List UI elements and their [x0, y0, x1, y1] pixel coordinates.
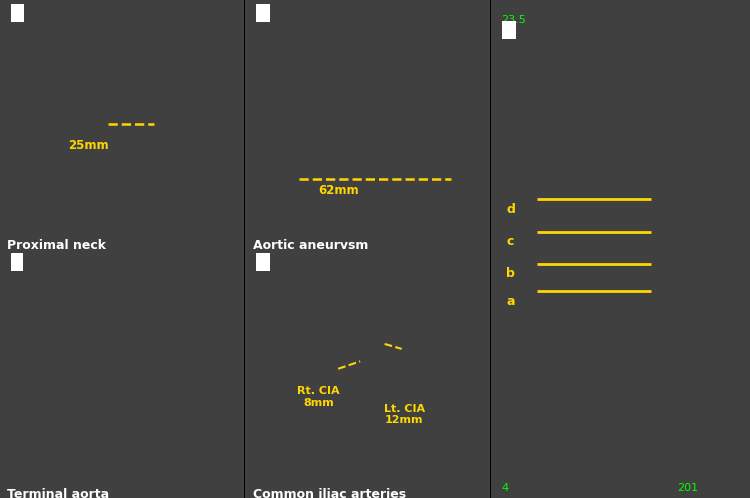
Text: a: a [12, 5, 22, 20]
Text: Lt. CIA
12mm: Lt. CIA 12mm [383, 403, 424, 425]
Text: 25mm: 25mm [68, 139, 109, 152]
Text: e: e [504, 23, 514, 38]
Text: d: d [506, 203, 515, 216]
Text: c: c [506, 235, 514, 248]
Text: Common iliac arteries: Common iliac arteries [253, 488, 406, 498]
Text: Aortic aneurysm: Aortic aneurysm [253, 239, 368, 251]
Text: Terminal aorta: Terminal aorta [8, 488, 109, 498]
Text: 23.5: 23.5 [501, 15, 526, 25]
Text: c: c [12, 255, 21, 270]
Text: 201: 201 [677, 483, 698, 493]
Text: b: b [257, 5, 268, 20]
Text: 4: 4 [501, 483, 509, 493]
Text: a: a [506, 295, 515, 308]
Text: 62mm: 62mm [319, 184, 359, 197]
Text: Rt. CIA
8mm: Rt. CIA 8mm [297, 386, 340, 408]
Text: d: d [257, 255, 268, 270]
Text: Proximal neck: Proximal neck [8, 239, 106, 251]
Text: b: b [506, 267, 515, 280]
